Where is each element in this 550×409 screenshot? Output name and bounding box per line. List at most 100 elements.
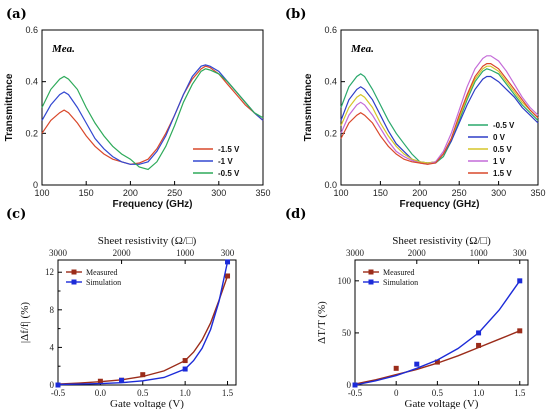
x-tick-label: 200 (123, 188, 138, 198)
x-tick-label: 0 (394, 388, 399, 398)
y-tick-label: 0 (50, 380, 55, 390)
x-tick-label: 250 (452, 188, 467, 198)
fit-curve-simulation (354, 280, 521, 386)
data-point-simulation (414, 361, 420, 367)
x-tick-label: 200 (412, 188, 427, 198)
fit-curve-measured (354, 330, 521, 385)
data-point-simulation (352, 382, 358, 388)
data-point-measured (225, 273, 231, 279)
y-tick-label: 0 (33, 180, 38, 190)
plot-frame (354, 259, 529, 386)
top-tick-label: 300 (513, 248, 527, 258)
x-tick-label: 1.0 (180, 388, 192, 398)
data-point-measured (393, 365, 399, 371)
y-tick-label: 0.2 (324, 128, 337, 138)
panel-label-a: (a) (6, 7, 27, 22)
y-axis-title: |Δf/f| (%) (19, 302, 31, 343)
x-tick-label: 1.0 (473, 388, 485, 398)
top-tick-label: 3000 (346, 248, 365, 258)
x-axis-title: Frequency (GHz) (112, 199, 192, 210)
series-line--0.5V (41, 68, 264, 171)
x-tick-label: 0.0 (95, 388, 107, 398)
series-line-1V (340, 55, 539, 165)
x-axis-title: Frequency (GHz) (399, 199, 479, 210)
y-axis-title: Transmittance (303, 73, 314, 141)
top-tick-label: 1000 (176, 248, 195, 258)
legend-label: Simulation (383, 278, 418, 287)
x-tick-label: 0.5 (137, 388, 149, 398)
data-point-simulation (517, 278, 523, 284)
panel-label-c: (c) (6, 207, 26, 222)
chart-panel-b: 100 150 200 250 300 350 0.0 0.2 0.4 0.6 Frequency … (303, 25, 546, 210)
x-tick-label: 350 (530, 188, 545, 198)
legend-label: 1.5 V (493, 169, 512, 178)
x-tick-label: 250 (167, 188, 182, 198)
x-tick-label: 1.5 (514, 388, 526, 398)
legend-label: 0 V (493, 133, 506, 142)
x-tick-label: 300 (211, 188, 226, 198)
x-axis-title: Gate voltage (V) (405, 398, 479, 409)
y-tick-label: 100 (338, 276, 352, 286)
panel-label-b: (b) (285, 7, 306, 22)
x-tick-label: 300 (491, 188, 506, 198)
legend-label: Measured (383, 268, 415, 277)
legend-label: 1 V (493, 157, 506, 166)
x-tick-label: 100 (34, 188, 49, 198)
y-tick-label: 0.6 (324, 25, 337, 35)
plot-frame (57, 259, 237, 386)
data-point-measured (140, 372, 146, 378)
y-tick-label: 8 (50, 305, 55, 315)
series-line--1.5V (41, 65, 264, 165)
annotation-mea: Mea. (51, 43, 75, 55)
series-line--0.5V (340, 68, 539, 164)
y-tick-label: 4 (50, 342, 55, 352)
y-tick-label: 50 (342, 328, 352, 338)
top-tick-label: 3000 (49, 248, 68, 258)
legend-label: 0.5 V (493, 145, 512, 154)
x-tick-label: -0.5 (348, 388, 363, 398)
chart-panel-a: 100 150 200 250 300 350 0 0.2 0.4 0.6 Frequency (G… (4, 25, 271, 210)
x-tick-label: -0.5 (51, 388, 66, 398)
legend-label: Measured (86, 268, 118, 277)
legend-marker (71, 269, 77, 275)
legend-marker (368, 269, 374, 275)
x-tick-label: 0.5 (432, 388, 444, 398)
data-point-measured (97, 378, 103, 384)
y-tick-label: 0 (347, 380, 352, 390)
x-tick-label: 100 (333, 188, 348, 198)
chart-panel-c: -0.5 0.0 0.5 1.0 1.5 0 4 8 12 Gate voltage (V) |Δf… (19, 235, 237, 409)
y-tick-label: 0.4 (324, 77, 337, 87)
legend-label: -0.5 V (493, 121, 515, 130)
x-axis-title: Gate voltage (V) (110, 398, 184, 409)
series-line-1.5V (340, 62, 539, 165)
x-tick-label: 350 (255, 188, 270, 198)
y-tick-label: 0.0 (324, 180, 337, 190)
y-tick-label: 12 (45, 267, 54, 277)
y-axis-title: Transmittance (4, 73, 15, 141)
x-tick-label: 1.5 (222, 388, 234, 398)
legend-label: -1 V (218, 157, 233, 166)
y-tick-label: 0.6 (25, 25, 38, 35)
panel-label-d: (d) (285, 207, 306, 222)
data-point-simulation (225, 259, 231, 265)
top-tick-label: 1000 (470, 248, 489, 258)
data-point-simulation (119, 377, 125, 383)
top-axis-title: Sheet resistivity (Ω/□) (98, 235, 197, 247)
top-tick-label: 2000 (408, 248, 427, 258)
top-axis-title: Sheet resistivity (Ω/□) (392, 235, 491, 247)
legend-label: -1.5 V (218, 145, 240, 154)
legend-marker (71, 279, 77, 285)
x-tick-label: 150 (373, 188, 388, 198)
legend-marker (368, 279, 374, 285)
y-tick-label: 0.4 (25, 77, 38, 87)
fit-curve-measured (57, 275, 229, 385)
top-tick-label: 300 (221, 248, 235, 258)
data-point-measured (517, 328, 523, 334)
data-point-measured (434, 359, 440, 365)
data-point-measured (476, 342, 482, 348)
data-point-simulation (182, 366, 188, 372)
data-point-simulation (55, 382, 61, 388)
annotation-mea: Mea. (350, 43, 374, 55)
